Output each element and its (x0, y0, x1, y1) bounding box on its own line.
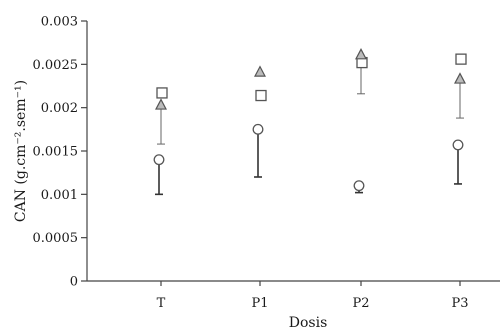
point-square-3 (455, 53, 467, 65)
point-triangle-1 (254, 65, 266, 77)
x-tick-label-0: T (157, 296, 166, 311)
point-square-1 (255, 89, 267, 102)
x-ticks: T P1 P2 P3 (157, 281, 469, 311)
point-circle-0 (153, 154, 165, 166)
y-tick-label-3: 0.0015 (33, 145, 79, 160)
point-triangle-3 (454, 72, 466, 84)
x-tick-label-3: P3 (451, 296, 468, 311)
y-tick-label-2: 0.001 (41, 188, 78, 203)
point-triangle-0 (155, 98, 167, 110)
point-square-0 (156, 87, 168, 99)
y-tick-label-0: 0 (70, 275, 78, 290)
y-axis-title: CAN (g.cm⁻².sem⁻¹) (13, 80, 29, 222)
y-tick-label-4: 0.002 (41, 101, 78, 116)
point-circle-3 (452, 139, 464, 151)
y-tick-label-6: 0.003 (41, 15, 78, 30)
y-tick-label-1: 0.0005 (33, 231, 79, 246)
x-tick-label-1: P1 (251, 296, 268, 311)
point-circle-1 (252, 123, 264, 135)
x-axis-title: Dosis (289, 315, 328, 331)
y-ticks: 0 0.0005 0.001 0.0015 0.002 0.0025 0.003 (33, 15, 87, 290)
point-circle-2 (353, 180, 365, 192)
plot-marks (153, 48, 467, 196)
point-triangle-2 (355, 48, 367, 60)
x-tick-label-2: P2 (352, 296, 369, 311)
y-tick-label-5: 0.0025 (33, 58, 79, 73)
